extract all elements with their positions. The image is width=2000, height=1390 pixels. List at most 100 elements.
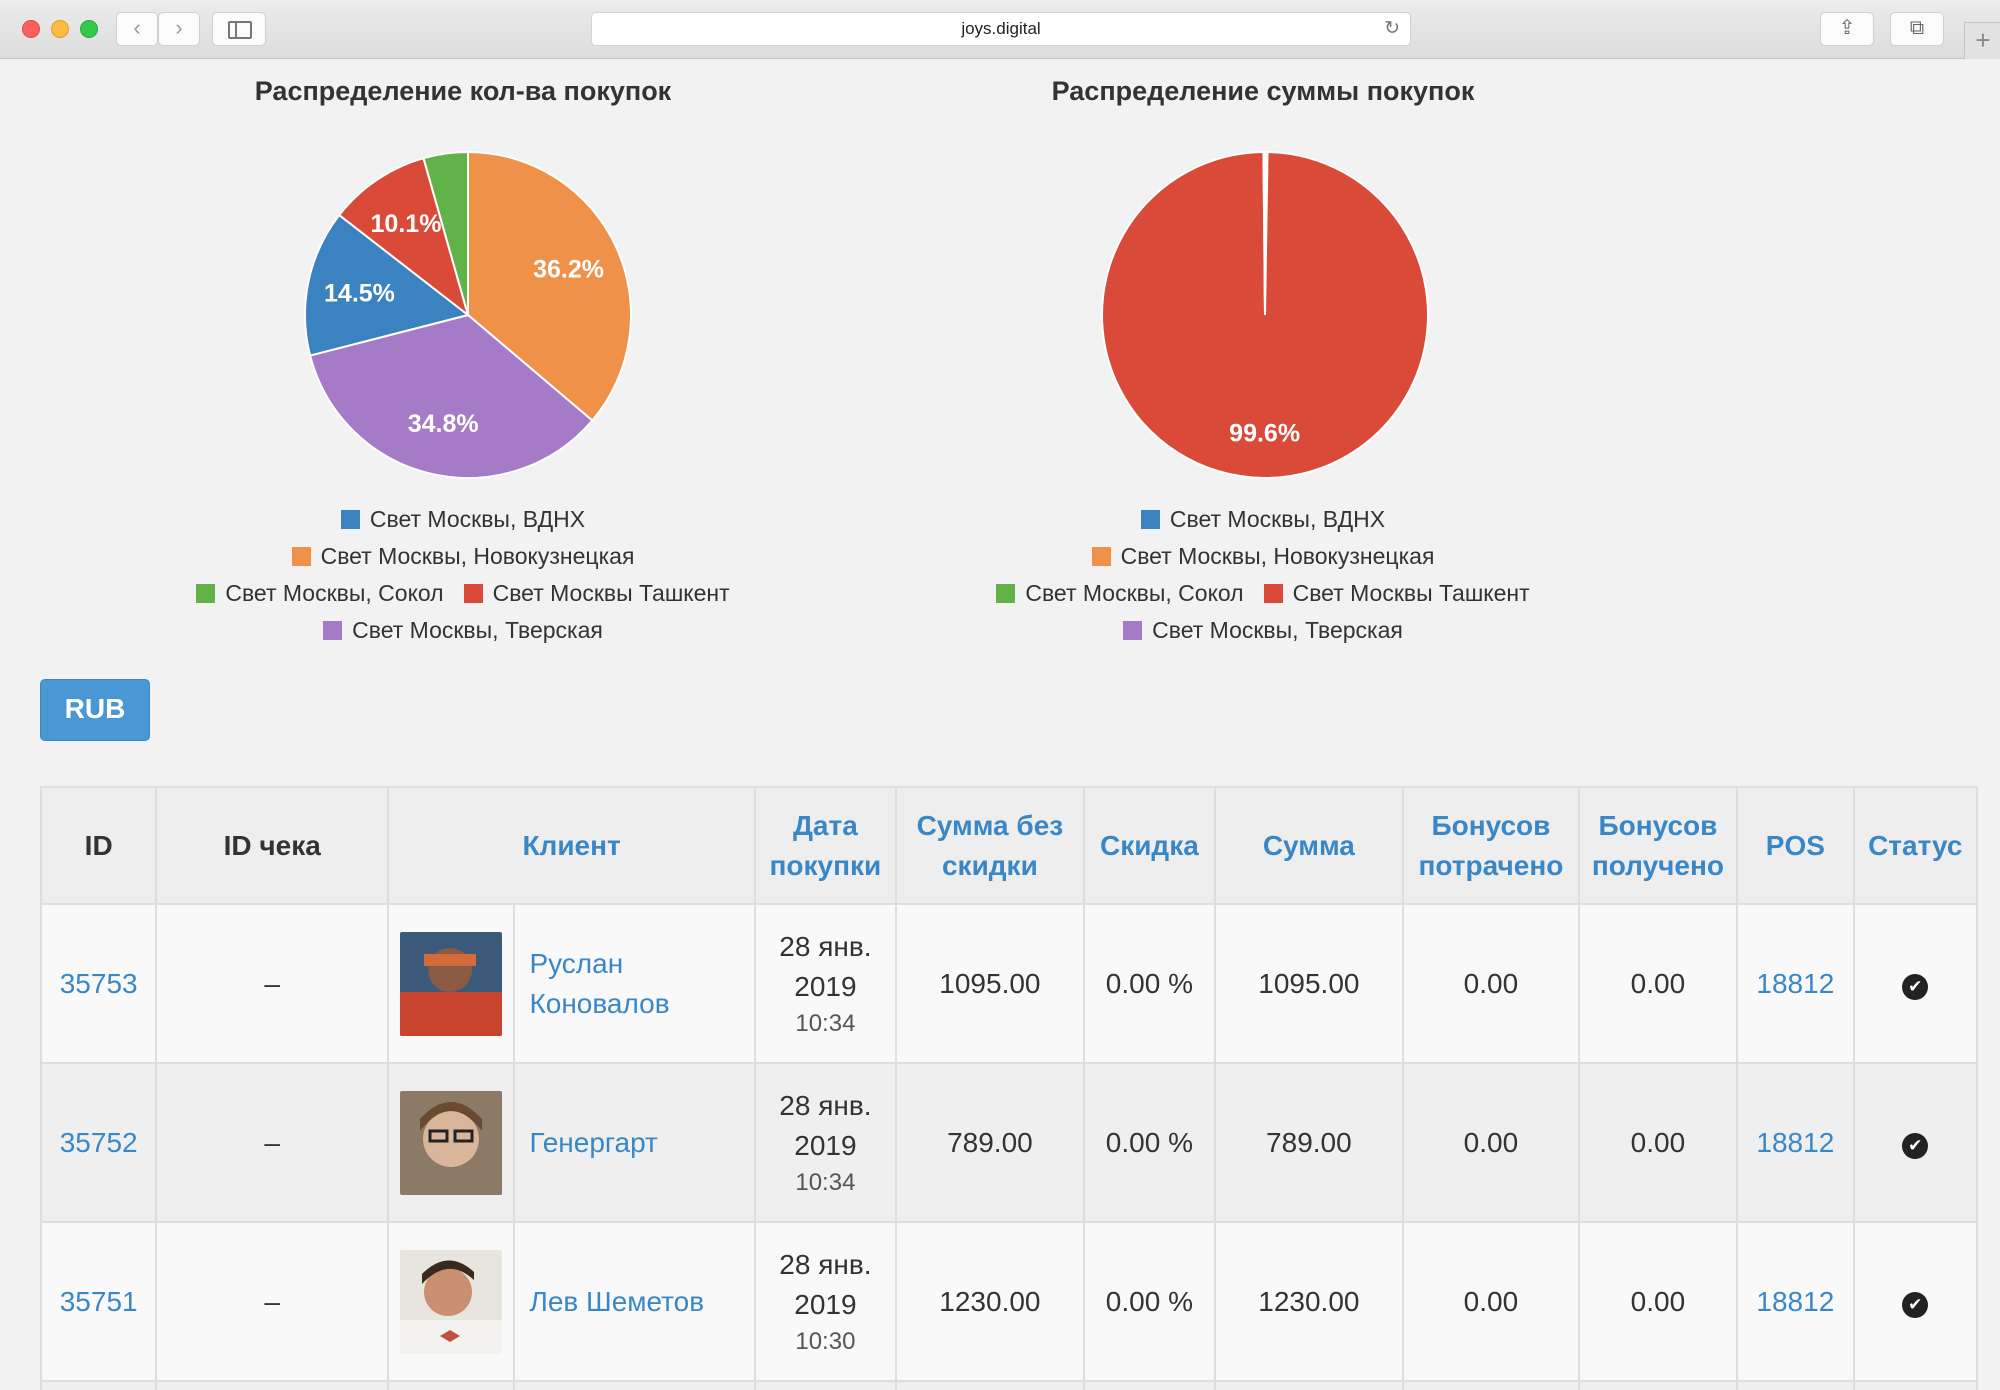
col-header-date[interactable]: Дата покупки — [754, 786, 897, 905]
avatar[interactable] — [400, 1249, 503, 1354]
header-text: потрачено — [1418, 849, 1564, 881]
legend-item-tverskaya[interactable]: Свет Москвы, Тверская — [1123, 617, 1403, 644]
pie-slice-свет-москвы-ташкент[interactable] — [337, 156, 470, 318]
receipt-id: – — [155, 903, 390, 1064]
count-legend-row-4: Свет Москвы, Тверская — [63, 617, 863, 644]
new-tab-button[interactable]: + — [1964, 22, 2000, 59]
legend-item-tverskaya[interactable]: Свет Москвы, Тверская — [323, 617, 603, 644]
date-text: 28 янв. — [779, 930, 872, 962]
pos-link[interactable]: 18812 — [1736, 903, 1855, 1064]
client-name-link[interactable]: Лев Шеметов — [513, 1221, 757, 1382]
count-legend-row-2: Свет Москвы, Новокузнецкая — [63, 543, 863, 570]
header-text: Бонусов — [1431, 809, 1551, 841]
col-header-status[interactable]: Статус — [1852, 786, 1979, 905]
reload-icon[interactable]: ↻ — [1384, 18, 1400, 39]
legend-item-vdnh[interactable]: Свет Москвы, ВДНХ — [1140, 506, 1386, 533]
col-header-bonus-spent[interactable]: Бонусов потрачено — [1402, 786, 1580, 905]
pie-slice-свет-москвы-тверская[interactable] — [308, 313, 594, 479]
header-text: Дата — [792, 809, 858, 841]
client-name-text: Генергарт — [529, 1126, 658, 1158]
avatar-cell — [387, 1062, 516, 1223]
chevron-left-icon: ‹ — [133, 15, 141, 40]
swatch-icon — [1123, 621, 1143, 640]
share-icon: ⇪ — [1838, 17, 1856, 39]
close-window-button[interactable] — [22, 20, 40, 38]
forward-button[interactable]: › — [158, 12, 200, 46]
legend-label: Свет Москвы Ташкент — [1292, 580, 1530, 606]
col-header-bonus-received[interactable]: Бонусов получено — [1577, 786, 1739, 905]
avatar[interactable] — [400, 931, 503, 1036]
sum-no-discount: 1230.00 — [894, 1221, 1086, 1382]
col-header-sum-no-discount[interactable]: Сумма без скидки — [894, 786, 1086, 905]
date-text: 2019 — [794, 1288, 857, 1320]
legend-item-vdnh[interactable]: Свет Москвы, ВДНХ — [340, 506, 585, 533]
client-name-link[interactable]: Генергарт — [513, 1062, 757, 1223]
purchase-date: 28 янв. 2019 10:30 — [754, 1221, 897, 1382]
chevron-right-icon: › — [175, 15, 183, 40]
legend-item-novokuznetskaya[interactable]: Свет Москвы, Новокузнецкая — [291, 543, 635, 570]
legend-label: Свет Москвы Ташкент — [492, 580, 730, 606]
swatch-icon — [1263, 584, 1283, 603]
sum-no-discount: 789.00 — [894, 1062, 1086, 1223]
share-button[interactable]: ⇪ — [1820, 12, 1874, 46]
avatar[interactable] — [400, 1090, 503, 1195]
show-tabs-button[interactable]: ⧉ — [1890, 12, 1944, 46]
col-header-id[interactable]: ID — [39, 786, 158, 905]
check-circle-icon: ✔ — [1902, 1133, 1929, 1159]
count-legend-row-1: Свет Москвы, ВДНХ — [63, 506, 863, 533]
receipt-id: – — [155, 1221, 390, 1382]
avatar-cell — [387, 903, 516, 1064]
legend-label: Свет Москвы, Тверская — [352, 617, 603, 643]
col-header-discount[interactable]: Скидка — [1083, 786, 1216, 905]
legend-label: Свет Москвы, Тверская — [1152, 617, 1403, 643]
legend-item-novokuznetskaya[interactable]: Свет Москвы, Новокузнецкая — [1091, 543, 1434, 570]
pos-link[interactable]: 18812 — [1736, 1062, 1855, 1223]
pos-link[interactable]: 18812 — [1736, 1221, 1855, 1382]
col-header-client[interactable]: Клиент — [387, 786, 757, 905]
purchase-id-link[interactable]: 35753 — [39, 903, 158, 1064]
pie-slice-свет-москвы-сокол[interactable] — [422, 150, 469, 316]
col-header-sum[interactable]: Сумма — [1213, 786, 1405, 905]
header-text: Сумма без — [916, 809, 1064, 841]
header-text: скидки — [941, 849, 1038, 881]
zoom-window-button[interactable] — [80, 20, 98, 38]
pie-slice-свет-москвы-сокол[interactable] — [1263, 150, 1266, 316]
date-text: 2019 — [794, 1129, 857, 1161]
discount: 0.00 % — [1083, 903, 1216, 1064]
swatch-icon — [291, 547, 311, 566]
sum-legend-row-3: Свет Москвы, Сокол Свет Москвы Ташкент — [863, 580, 1663, 607]
date-text: 28 янв. — [779, 1089, 872, 1121]
legend-item-tashkent[interactable]: Свет Москвы Ташкент — [1263, 580, 1530, 607]
check-circle-icon: ✔ — [1902, 1292, 1929, 1318]
status-cell: ✔ — [1852, 1062, 1979, 1223]
swatch-icon — [196, 584, 216, 603]
status-cell: ✔ — [1852, 903, 1979, 1064]
minimize-window-button[interactable] — [51, 20, 69, 38]
legend-item-sokol[interactable]: Свет Москвы, Сокол — [196, 580, 444, 607]
count-chart-title: Распределение кол-ва покупок — [254, 76, 672, 106]
back-button[interactable]: ‹ — [116, 12, 158, 46]
address-bar[interactable]: joys.digital ↻ — [591, 12, 1411, 46]
purchase-id-link[interactable]: 35751 — [39, 1221, 158, 1382]
col-header-pos[interactable]: POS — [1736, 786, 1855, 905]
legend-label: Свет Москвы, ВДНХ — [1169, 506, 1386, 532]
client-name-link[interactable]: Руслан Коновалов — [513, 903, 757, 1064]
swatch-icon — [463, 584, 483, 603]
pie-slice-свет-москвы-ташкент[interactable] — [1101, 150, 1429, 479]
legend-item-sokol[interactable]: Свет Москвы, Сокол — [996, 580, 1244, 607]
swatch-icon — [996, 584, 1016, 603]
pie-slice-свет-москвы-вднх[interactable] — [304, 213, 471, 357]
legend-label: Свет Москвы, Новокузнецкая — [320, 543, 635, 569]
header-text: получено — [1591, 849, 1724, 881]
legend-item-tashkent[interactable]: Свет Москвы Ташкент — [463, 580, 730, 607]
currency-rub-button[interactable]: RUB — [40, 679, 150, 741]
sidebar-toggle-button[interactable] — [212, 12, 266, 46]
sum-chart-title: Распределение суммы покупок — [1051, 76, 1475, 106]
pie-slice-свет-москвы-новокузнецкая[interactable] — [467, 150, 632, 422]
plus-icon: + — [1975, 25, 1991, 55]
swatch-icon — [340, 510, 360, 529]
purchase-id-link[interactable]: 35752 — [39, 1062, 158, 1223]
pie-data-label: 99.6% — [1229, 419, 1300, 447]
bonus-received: 0.00 — [1577, 1062, 1739, 1223]
